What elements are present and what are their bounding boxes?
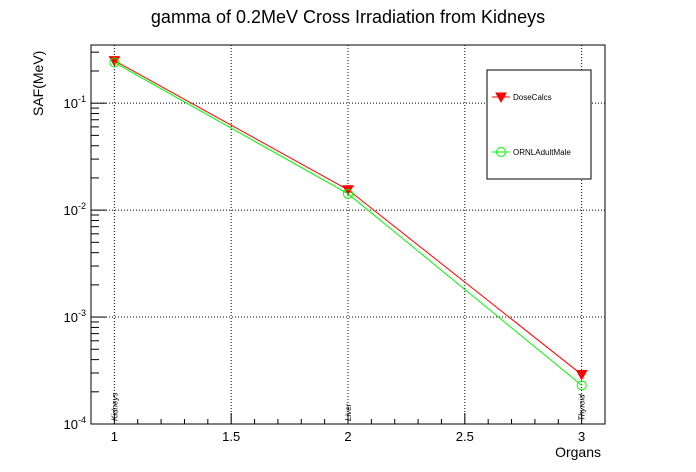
x-axis-label: Organs xyxy=(555,444,601,460)
category-label: Liver xyxy=(344,403,353,421)
legend: DoseCalcs ORNLAdultMale xyxy=(486,69,592,180)
organ-labels: Kidneys Liver Thyroid xyxy=(110,393,586,421)
category-label: Kidneys xyxy=(110,393,119,421)
y-tick-label: 10-1 xyxy=(64,94,86,111)
data-point xyxy=(109,57,120,68)
legend-label: DoseCalcs xyxy=(513,93,552,102)
y-tick-label: 10-3 xyxy=(64,308,86,325)
data-point xyxy=(575,370,588,381)
x-tick-label: 1 xyxy=(111,429,118,444)
y-axis-label: SAF(MeV) xyxy=(30,51,46,116)
series-layer xyxy=(108,56,588,391)
data-point xyxy=(576,380,587,391)
x-tick-label: 2 xyxy=(344,429,351,444)
x-tick-label: 3 xyxy=(578,429,585,444)
x-tick-label: 1.5 xyxy=(222,429,240,444)
y-tick-label: 10-2 xyxy=(64,201,86,218)
category-label: Thyroid xyxy=(578,394,587,421)
legend-marker xyxy=(496,147,506,157)
axis-ticks: 1 1.5 2 2.5 3 10-4 10-3 10-2 10-1 xyxy=(64,51,606,444)
data-point xyxy=(343,188,353,199)
legend-marker xyxy=(495,92,507,104)
x-tick-label: 2.5 xyxy=(456,429,474,444)
legend-label: ORNLAdultMale xyxy=(513,148,571,157)
legend-box xyxy=(486,69,592,180)
chart-title: gamma of 0.2MeV Cross Irradiation from K… xyxy=(151,7,545,27)
y-tick-label: 10-4 xyxy=(64,415,86,432)
series-line xyxy=(114,62,582,386)
